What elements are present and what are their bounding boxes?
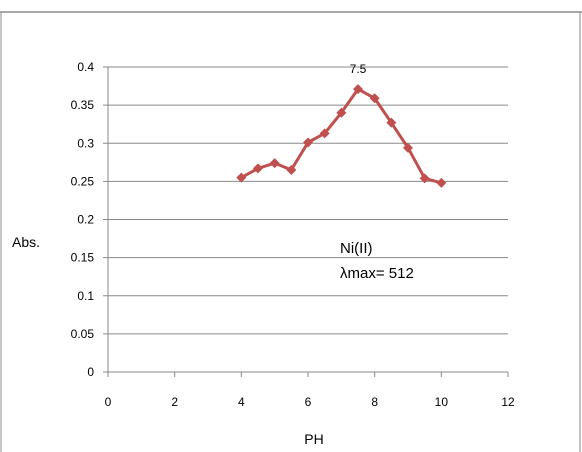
x-tick-label: 6 [305, 395, 312, 409]
annotation-lambda-max: λmax= 512 [340, 265, 414, 282]
x-tick-label: 8 [371, 395, 378, 409]
series-markers [236, 84, 447, 188]
data-point [386, 117, 397, 128]
data-point [403, 142, 413, 153]
x-tick-label: 2 [171, 395, 178, 409]
data-point [419, 173, 430, 184]
x-tick-label: 0 [105, 395, 112, 409]
y-tick-label: 0.25 [71, 174, 95, 188]
data-point [286, 164, 297, 175]
data-point [269, 158, 280, 169]
y-tick-label: 0 [87, 365, 94, 379]
x-tick-label: 10 [435, 395, 449, 409]
peak-label: 7.5 [350, 62, 367, 76]
x-tick-labels: 0 2 4 6 8 10 12 [105, 395, 515, 409]
x-tick-label: 12 [501, 395, 515, 409]
axes [103, 66, 509, 377]
data-point [353, 84, 363, 95]
y-tick-label: 0.3 [77, 136, 94, 150]
data-point [253, 163, 263, 174]
y-tick-label: 0.1 [77, 289, 94, 303]
y-tick-label: 0.2 [77, 213, 94, 227]
data-point [436, 177, 447, 188]
y-tick-label: 0.05 [71, 327, 95, 341]
x-axis-label: PH [304, 431, 323, 447]
y-tick-label: 0.4 [77, 60, 94, 74]
y-axis-label: Abs. [12, 234, 40, 250]
data-point [319, 128, 330, 139]
y-tick-label: 0.15 [71, 251, 95, 265]
data-point [369, 93, 380, 104]
series-line [240, 87, 442, 185]
y-tick-label: 0.35 [71, 98, 95, 112]
data-line [240, 87, 442, 185]
annotation-compound: Ni(II) [340, 240, 373, 257]
data-point [303, 137, 313, 148]
data-point [236, 172, 247, 183]
y-tick-labels: 0 0.05 0.1 0.15 0.2 0.25 0.3 0.35 0.4 [71, 60, 95, 379]
data-point [336, 107, 347, 118]
gridlines [108, 66, 508, 335]
x-tick-label: 4 [238, 395, 245, 409]
